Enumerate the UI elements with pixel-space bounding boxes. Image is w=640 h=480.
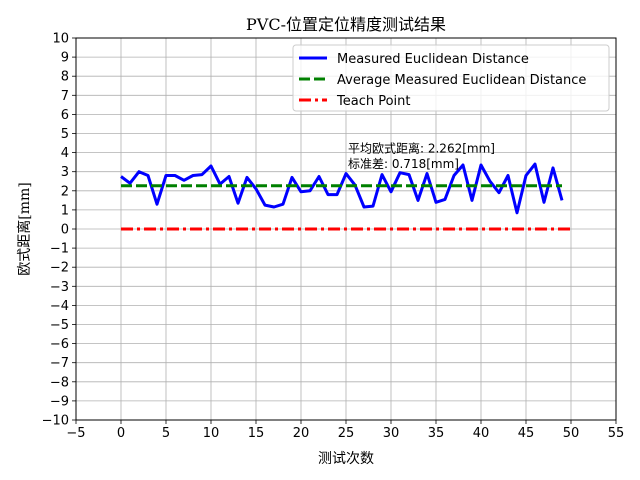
y-tick-label: 7 [61,89,69,104]
x-tick-label: 35 [428,426,445,441]
legend-label: Average Measured Euclidean Distance [337,73,586,88]
annotation-text: 标准差: 0.718[mm] [348,157,459,171]
x-tick-label: 10 [203,426,220,441]
y-tick-label: −6 [50,337,69,352]
legend-label: Teach Point [336,94,411,109]
x-tick-label: 40 [473,426,490,441]
y-tick-label: −4 [50,299,69,314]
legend-label: Measured Euclidean Distance [337,52,529,67]
y-axis-label: 欧式距离[mm] [16,182,33,275]
y-tick-label: −2 [50,261,69,276]
y-tick-label: −1 [50,242,69,257]
y-tick-label: 9 [61,51,69,66]
x-tick-label: 55 [608,426,625,441]
x-tick-label: 30 [383,426,400,441]
x-tick-label: 0 [117,426,125,441]
y-tick-label: −7 [50,356,69,371]
y-tick-label: 2 [61,184,69,199]
y-tick-label: −8 [50,375,69,390]
x-axis-label: 测试次数 [318,451,374,467]
x-tick-label: 20 [293,426,310,441]
y-tick-label: −3 [50,280,69,295]
y-tick-label: −10 [42,414,69,429]
x-tick-label: 25 [338,426,355,441]
annotation-text: 平均欧式距离: 2.262[mm] [348,141,495,156]
y-tick-label: 8 [61,70,69,85]
y-tick-label: −5 [50,318,69,333]
y-tick-label: 6 [61,108,69,123]
y-tick-label: 5 [61,127,69,142]
x-tick-label: 50 [563,426,580,441]
y-tick-label: 10 [52,32,69,47]
x-tick-label: 15 [248,426,265,441]
x-tick-label: 5 [162,426,170,441]
ticks: −5 0 5 10 15 20 25 30 35 40 45 50 55−10−9−8−7−6−5−4−… [42,32,625,442]
x-tick-label: 45 [518,426,535,441]
series-layer [120,162,572,231]
chart-title: PVC-位置定位精度测试结果 [246,15,446,34]
x-tick-label: −5 [66,426,85,441]
annotations: 平均欧式距离: 2.262[mm]标准差: 0.718[mm] [348,141,495,171]
y-tick-label: 4 [61,146,69,161]
legend-box [292,44,610,112]
series-line-0 [120,162,564,215]
y-tick-label: 0 [61,223,69,238]
y-tick-label: 3 [61,165,69,180]
legend: Measured Euclidean Distance Average Measu… [292,44,610,112]
y-tick-label: −9 [50,394,69,409]
y-tick-label: 1 [61,203,69,218]
